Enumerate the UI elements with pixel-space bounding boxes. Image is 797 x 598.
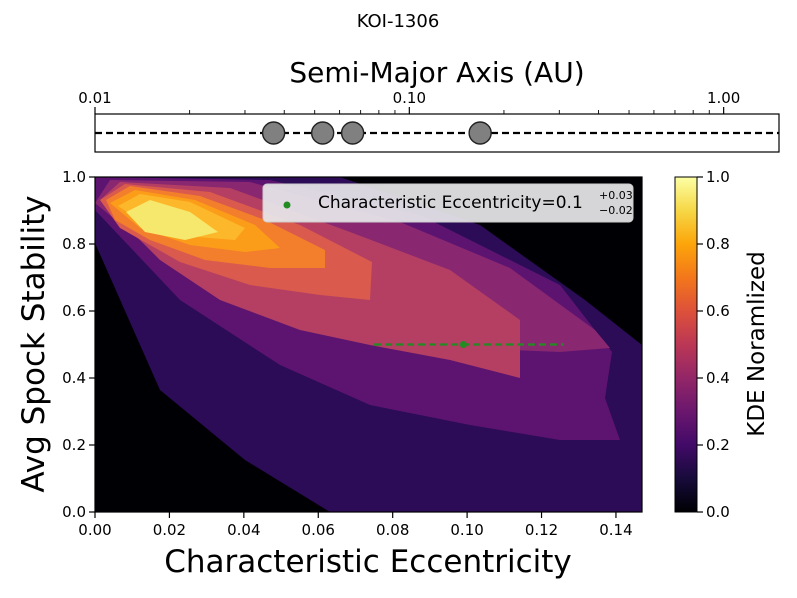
colorbar	[674, 176, 698, 513]
x-tick-label: 0.14	[599, 521, 632, 539]
legend-box	[262, 183, 634, 223]
plot-frame	[94, 176, 643, 513]
strip-tick-label: 0.01	[78, 89, 111, 107]
x-tick-label: 0.10	[450, 521, 483, 539]
y-tick-label: 1.0	[62, 168, 86, 186]
y-tick-label: 0.6	[62, 302, 86, 320]
x-tick-label: 0.04	[227, 521, 260, 539]
colorbar-tick-label: 0.4	[706, 369, 730, 387]
colorbar-tick-label: 0.6	[706, 302, 730, 320]
strip-tick-label: 1.00	[707, 89, 740, 107]
kde-contours	[95, 177, 642, 512]
strip-axis-title: Semi-Major Axis (AU)	[289, 56, 584, 89]
x-tick-label: 0.02	[153, 521, 186, 539]
kde-point-layer	[374, 341, 564, 348]
colorbar-tick-label: 0.2	[706, 436, 730, 454]
legend-marker	[283, 201, 291, 209]
planet-marker	[261, 121, 286, 145]
colorbar-tick-group: 0.0 0.2 0.4 0.6 0.8 1.0	[697, 168, 730, 521]
x-tick-label: 0.06	[302, 521, 335, 539]
legend-label: Characteristic Eccentricity=0.1	[318, 193, 583, 213]
y-axis-label: Avg Spock Stability	[16, 195, 52, 492]
colorbar-tick-label: 0.8	[706, 235, 730, 253]
kde-contour-level-9	[126, 200, 218, 240]
planet-marker	[340, 121, 365, 145]
x-axis-label: Characteristic Eccentricity	[164, 544, 572, 580]
strip-tick-group: 0.01 0.10 1.00	[78, 89, 740, 114]
y-tick-label: 0.0	[62, 503, 86, 521]
colorbar-tick-label: 0.0	[706, 503, 730, 521]
colorbar-label: KDE Noramlized	[744, 251, 770, 436]
strip-tick-label: 0.10	[393, 89, 426, 107]
eccentricity-point	[459, 341, 467, 348]
main-xtick-group: 0.00 0.02 0.04 0.06 0.08 0.10 0.12 0.14	[78, 512, 633, 539]
planet-marker	[468, 121, 492, 145]
colorbar-tick-label: 1.0	[706, 168, 730, 186]
strip-planet-group	[261, 121, 492, 145]
legend-lower-error: −0.02	[599, 204, 633, 217]
x-tick-label: 0.00	[78, 521, 111, 539]
figure-title: KOI-1306	[357, 11, 440, 32]
legend-upper-error: +0.03	[599, 189, 633, 202]
y-tick-label: 0.4	[62, 369, 86, 387]
main-ytick-group: 0.0 0.2 0.4 0.6 0.8 1.0	[62, 168, 95, 521]
planet-marker	[310, 121, 335, 145]
x-tick-label: 0.08	[376, 521, 409, 539]
x-tick-label: 0.12	[525, 521, 558, 539]
y-tick-label: 0.8	[62, 235, 86, 253]
y-tick-label: 0.2	[62, 436, 86, 454]
legend: Characteristic Eccentricity=0.1 +0.03 −0…	[262, 183, 634, 223]
